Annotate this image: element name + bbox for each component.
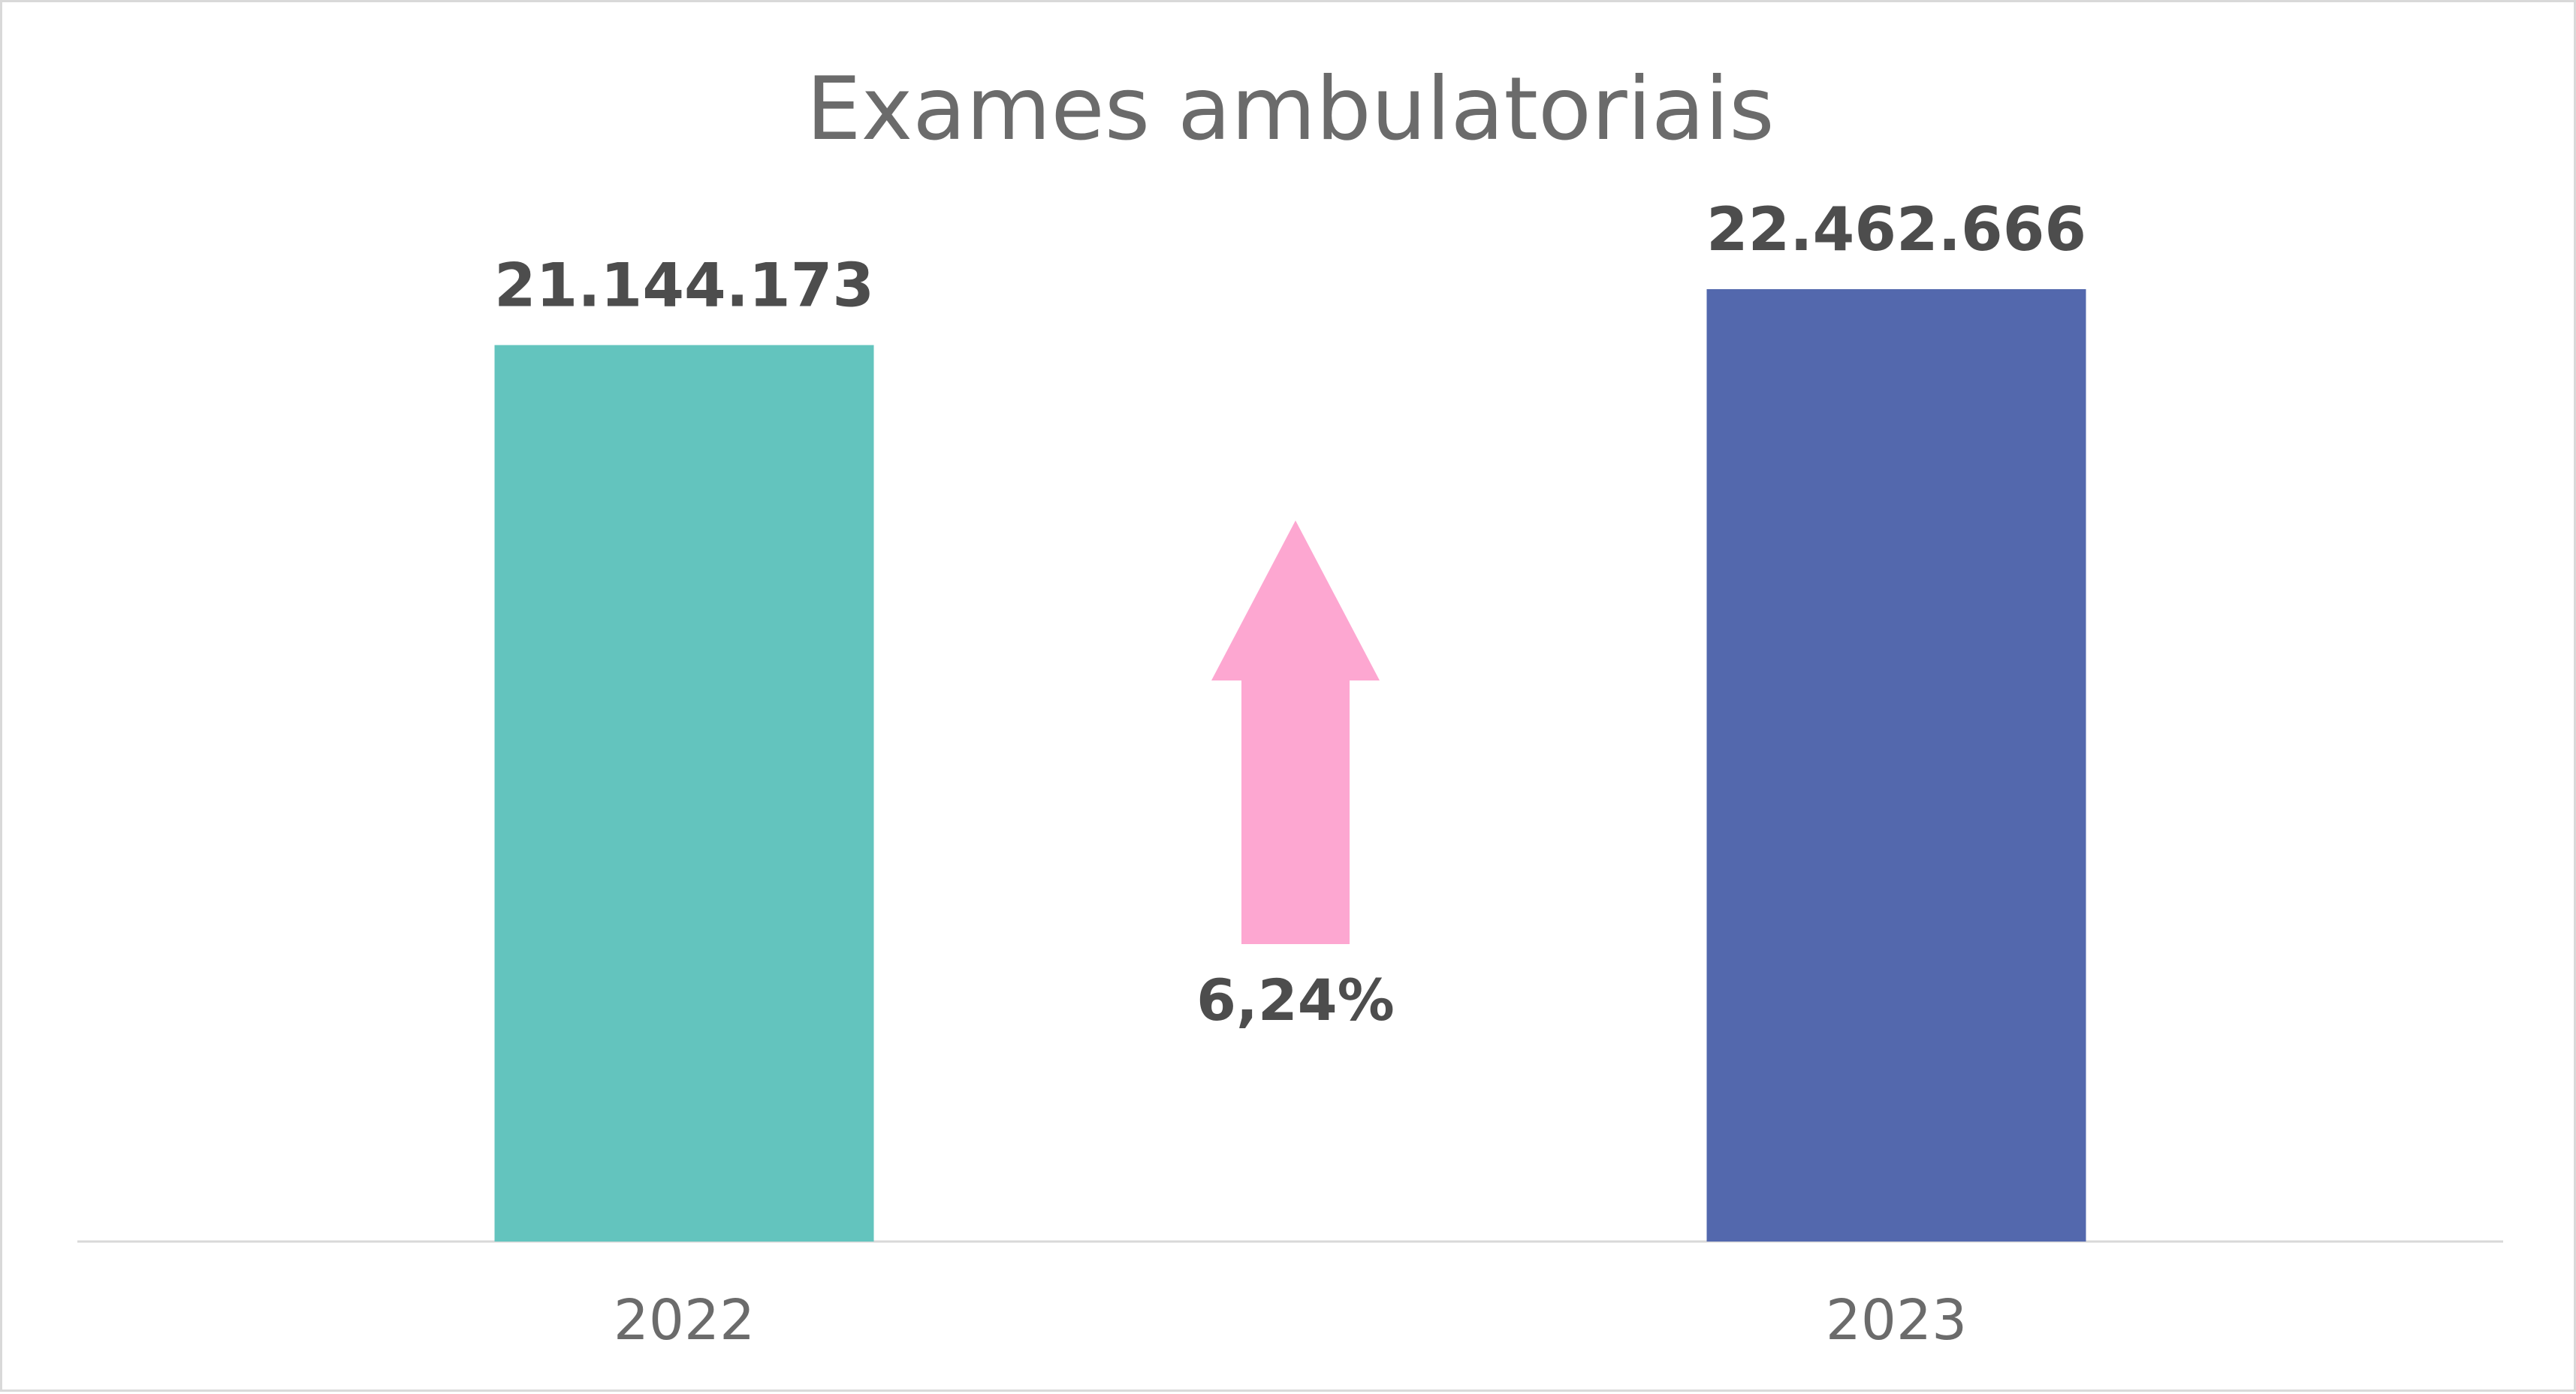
- x-tick-label-2023: 2023: [1826, 1288, 1967, 1353]
- change-percentage-label: 6,24%: [1196, 967, 1395, 1033]
- chart-title: Exames ambulatoriais: [806, 59, 1774, 160]
- up-arrow-icon: [1211, 520, 1380, 944]
- bar-2023: [1706, 289, 2086, 1242]
- change-annotation: 6,24%: [1196, 520, 1395, 1033]
- value-label-2022: 21.144.173: [494, 250, 874, 320]
- x-tick-label-2022: 2022: [614, 1288, 755, 1353]
- value-label-2023: 22.462.666: [1706, 195, 2086, 264]
- bar-2022: [494, 345, 874, 1242]
- bars-group: 21.144.173 2022 22.462.666 2023: [494, 195, 2086, 1353]
